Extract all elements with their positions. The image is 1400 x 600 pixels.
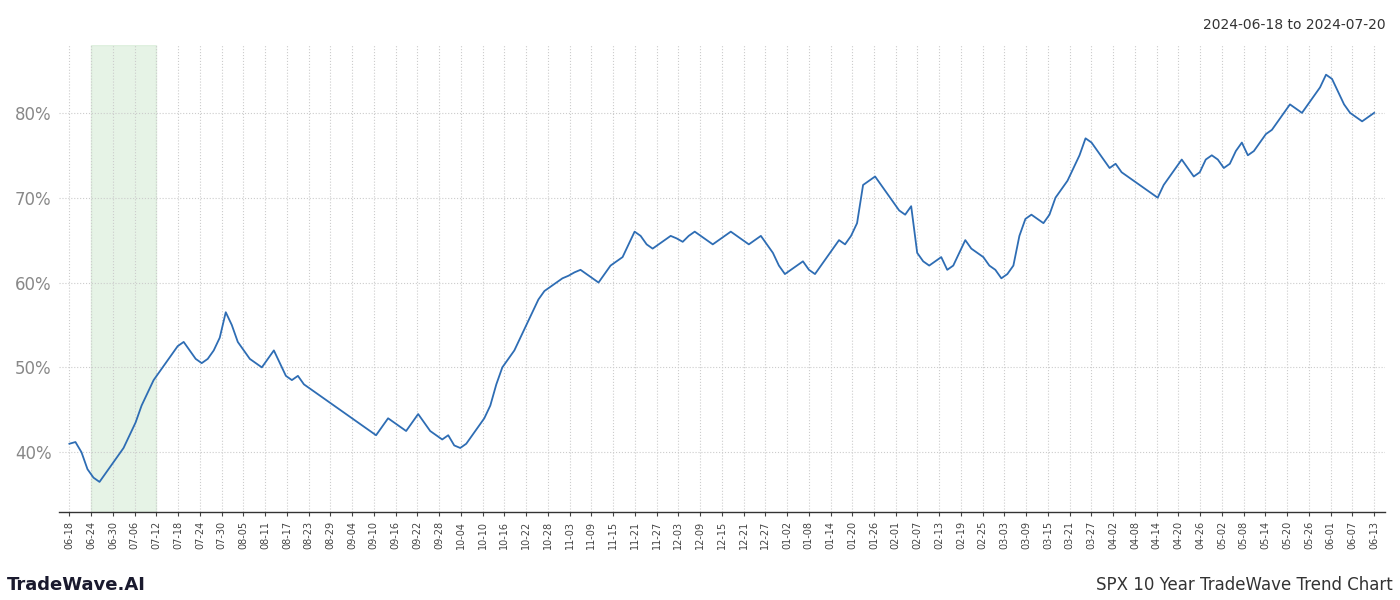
Text: TradeWave.AI: TradeWave.AI xyxy=(7,576,146,594)
Text: 2024-06-18 to 2024-07-20: 2024-06-18 to 2024-07-20 xyxy=(1204,18,1386,32)
Text: SPX 10 Year TradeWave Trend Chart: SPX 10 Year TradeWave Trend Chart xyxy=(1096,576,1393,594)
Bar xyxy=(91,45,157,512)
